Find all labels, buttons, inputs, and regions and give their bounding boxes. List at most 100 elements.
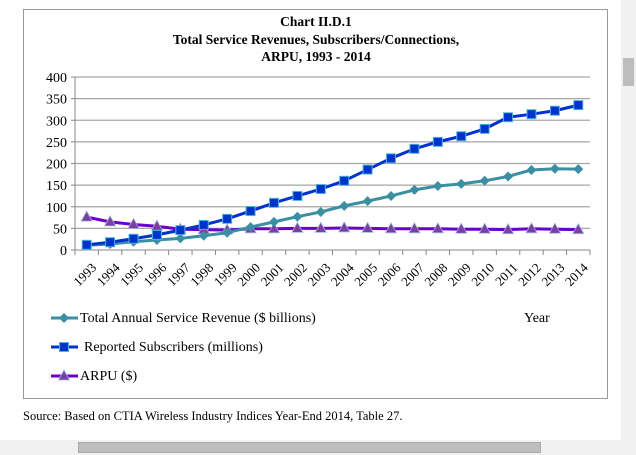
data-point <box>362 164 373 175</box>
y-tick-label: 50 <box>53 222 67 237</box>
vertical-scrollbar[interactable] <box>621 0 636 440</box>
x-tick-label: 2009 <box>445 260 474 289</box>
x-tick-label: 2002 <box>281 260 310 289</box>
series-line <box>86 103 579 247</box>
data-point <box>361 221 374 233</box>
y-tick-label: 150 <box>46 179 67 194</box>
x-tick-label: 2013 <box>538 260 567 289</box>
data-point <box>222 227 233 238</box>
data-point <box>267 221 281 234</box>
data-point <box>386 153 397 164</box>
data-point <box>384 221 398 234</box>
data-point <box>103 215 117 227</box>
y-tick-label: 0 <box>60 244 67 259</box>
legend-marker <box>59 342 69 352</box>
data-point <box>80 210 93 222</box>
data-point <box>386 190 397 201</box>
data-point <box>339 200 350 211</box>
data-point <box>549 163 560 174</box>
data-point <box>409 184 420 195</box>
data-point <box>503 112 514 123</box>
data-point <box>291 221 304 233</box>
legend-entry: Reported Subscribers (millions) <box>51 340 263 355</box>
data-point <box>315 206 326 217</box>
x-tick-label: 2007 <box>398 260 427 289</box>
chart-title-line-1: Chart II.D.1 <box>280 14 352 29</box>
data-point <box>175 233 186 244</box>
data-point <box>198 219 209 230</box>
legend-marker <box>57 369 71 381</box>
y-tick-label: 200 <box>46 158 67 173</box>
x-tick-label: 2008 <box>421 260 450 289</box>
data-point <box>268 197 279 208</box>
x-tick-label: 1996 <box>140 260 169 289</box>
legend-entry: Total Annual Service Revenue ($ billions… <box>51 311 316 326</box>
legend-label: ARPU ($) <box>80 369 138 384</box>
data-point <box>81 239 92 250</box>
data-point <box>409 143 420 154</box>
legend-label: Total Annual Service Revenue ($ billions… <box>80 311 316 326</box>
data-point <box>292 211 303 222</box>
x-tick-label: 2000 <box>234 260 263 289</box>
x-tick-label: 2004 <box>328 260 357 289</box>
data-point <box>245 206 256 217</box>
chart: Chart II.D.1 Total Service Revenues, Sub… <box>46 14 591 384</box>
data-point <box>526 164 537 175</box>
legend-label: Reported Subscribers (millions) <box>84 340 263 355</box>
x-tick-label: 1999 <box>211 260 240 289</box>
legend-entry: ARPU ($) <box>51 369 138 384</box>
data-point <box>456 178 467 189</box>
legend-marker <box>59 313 69 323</box>
data-point <box>362 196 373 207</box>
x-tick-label: 2005 <box>351 260 380 289</box>
x-tick-label: 1995 <box>117 260 146 289</box>
data-point <box>503 171 514 182</box>
y-tick-label: 400 <box>46 71 67 86</box>
x-tick-label: 2001 <box>258 260 287 289</box>
data-point <box>105 237 116 248</box>
data-point <box>408 221 421 234</box>
x-tick-label: 2010 <box>468 260 497 289</box>
data-point <box>549 105 560 116</box>
data-point <box>127 217 140 229</box>
series-line <box>86 167 579 247</box>
x-tick-label: 1994 <box>94 260 123 289</box>
data-point <box>151 229 162 240</box>
data-point <box>338 221 351 233</box>
x-axis-label: Year <box>524 311 550 326</box>
data-point <box>455 222 468 234</box>
x-tick-label: 2011 <box>492 260 521 289</box>
x-tick-label: 2006 <box>375 260 404 289</box>
data-point <box>525 221 538 234</box>
data-point <box>501 222 515 235</box>
data-point <box>315 184 326 195</box>
data-point <box>548 222 562 234</box>
y-tick-label: 350 <box>46 93 67 108</box>
vertical-scrollbar-thumb[interactable] <box>623 58 634 86</box>
data-point <box>431 221 445 234</box>
data-point <box>222 213 233 224</box>
data-point <box>456 131 467 142</box>
chart-frame <box>23 9 608 399</box>
source-note: Source: Based on CTIA Wireless Industry … <box>23 409 403 423</box>
x-tick-label: 1998 <box>187 260 216 289</box>
data-point <box>572 222 585 235</box>
x-tick-label: 1997 <box>164 260 193 289</box>
data-point <box>479 123 490 134</box>
y-tick-label: 300 <box>46 114 67 129</box>
data-point <box>479 175 490 186</box>
data-point <box>198 230 209 241</box>
series-line <box>86 215 579 232</box>
data-point <box>478 222 491 234</box>
x-tick-label: 2003 <box>304 260 333 289</box>
data-point <box>245 222 256 233</box>
data-point <box>175 225 186 236</box>
data-point <box>292 190 303 201</box>
data-point <box>573 100 584 111</box>
data-point <box>432 180 443 191</box>
x-tick-label: 1993 <box>70 260 99 289</box>
data-point <box>128 233 139 244</box>
data-point <box>268 216 279 227</box>
x-tick-label: 2012 <box>515 260 544 289</box>
horizontal-scrollbar-thumb[interactable] <box>78 442 541 453</box>
